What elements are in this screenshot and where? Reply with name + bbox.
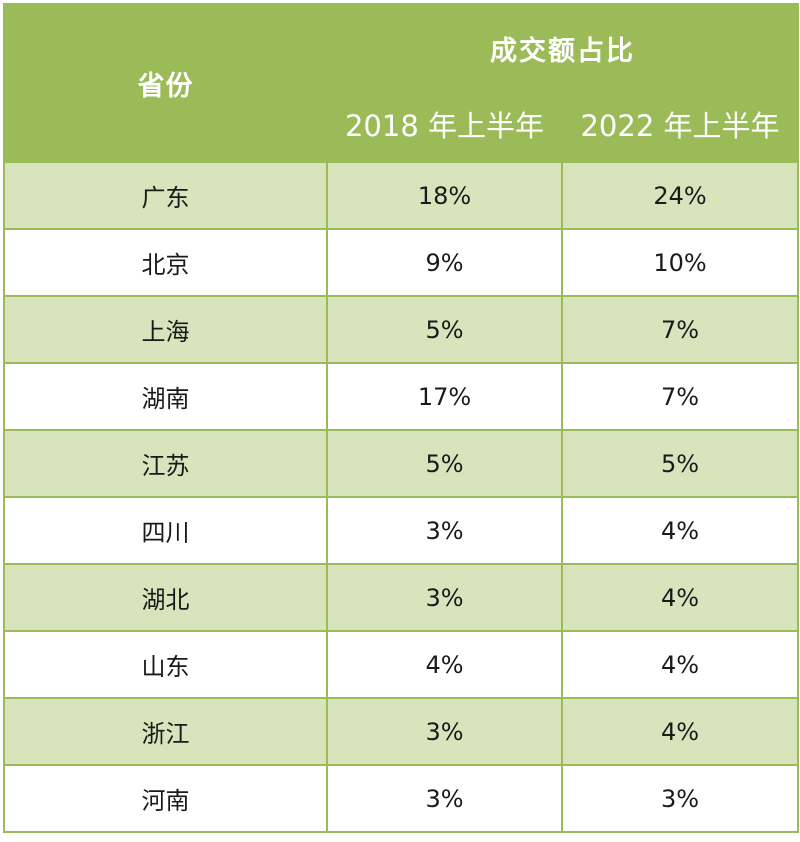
share-2018-cell: 18% xyxy=(326,161,563,230)
transaction-share-table: 省份 成交额占比 2018 年上半年 2022 年上半年 广东 18% 24% … xyxy=(3,3,799,833)
province-cell: 广东 xyxy=(3,161,328,230)
share-2022-cell: 3% xyxy=(561,764,799,833)
table-row: 浙江 3% 4% xyxy=(3,697,799,766)
province-cell: 湖北 xyxy=(3,563,328,632)
share-2022-cell: 4% xyxy=(561,496,799,565)
table-row: 四川 3% 4% xyxy=(3,496,799,565)
province-column-header: 省份 xyxy=(3,3,328,163)
share-2022-cell: 4% xyxy=(561,630,799,699)
table-row: 河南 3% 3% xyxy=(3,764,799,833)
period-2018-h1-header: 2018 年上半年 xyxy=(326,85,563,163)
share-2018-cell: 3% xyxy=(326,496,563,565)
province-cell: 北京 xyxy=(3,228,328,297)
share-2022-cell: 24% xyxy=(561,161,799,230)
share-2022-cell: 7% xyxy=(561,362,799,431)
share-2018-cell: 5% xyxy=(326,429,563,498)
table-row: 山东 4% 4% xyxy=(3,630,799,699)
province-cell: 四川 xyxy=(3,496,328,565)
share-2018-cell: 9% xyxy=(326,228,563,297)
share-2018-cell: 3% xyxy=(326,697,563,766)
share-2022-cell: 10% xyxy=(561,228,799,297)
table-row: 上海 5% 7% xyxy=(3,295,799,364)
table-row: 湖南 17% 7% xyxy=(3,362,799,431)
share-2022-cell: 5% xyxy=(561,429,799,498)
province-cell: 浙江 xyxy=(3,697,328,766)
share-2018-cell: 17% xyxy=(326,362,563,431)
share-2018-cell: 3% xyxy=(326,563,563,632)
header-row-top: 省份 成交额占比 xyxy=(3,3,799,163)
header-row-periods: 2018 年上半年 2022 年上半年 xyxy=(4,85,799,163)
province-cell: 上海 xyxy=(3,295,328,364)
table-row: 湖北 3% 4% xyxy=(3,563,799,632)
province-cell: 山东 xyxy=(3,630,328,699)
table-row: 广东 18% 24% xyxy=(3,161,799,230)
share-2022-cell: 4% xyxy=(561,563,799,632)
share-2022-cell: 4% xyxy=(561,697,799,766)
share-2022-cell: 7% xyxy=(561,295,799,364)
share-2018-cell: 5% xyxy=(326,295,563,364)
table-row: 北京 9% 10% xyxy=(3,228,799,297)
share-2018-cell: 3% xyxy=(326,764,563,833)
province-cell: 江苏 xyxy=(3,429,328,498)
province-cell: 湖南 xyxy=(3,362,328,431)
share-2018-cell: 4% xyxy=(326,630,563,699)
transaction-share-group-header: 成交额占比 xyxy=(326,3,799,87)
table-row: 江苏 5% 5% xyxy=(3,429,799,498)
period-2022-h1-header: 2022 年上半年 xyxy=(561,85,799,163)
province-cell: 河南 xyxy=(3,764,328,833)
